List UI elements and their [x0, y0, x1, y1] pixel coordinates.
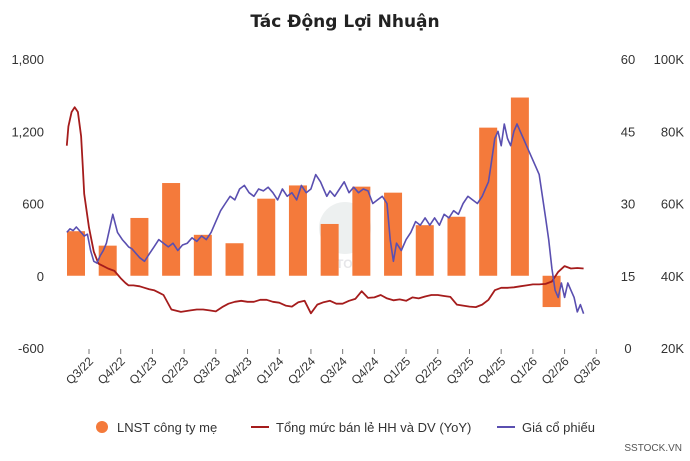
x-tick-label: Q2/25 [412, 354, 445, 387]
bar-lnst [67, 231, 85, 276]
y-axis-left: 1,800 1,200 600 0 -600 [11, 52, 44, 356]
y-left-tick-label: 1,200 [11, 124, 44, 139]
brand-label: SSTOCK.VN [624, 443, 682, 454]
y-left-tick-label: 600 [22, 197, 44, 212]
y-left-tick-label: 0 [37, 269, 44, 284]
x-tick-label: Q2/26 [539, 354, 572, 387]
legend-label: Tổng mức bán lẻ HH và DV (YoY) [276, 420, 471, 435]
y-right-tick-label: 80K [661, 124, 684, 139]
lines-layer [65, 106, 585, 315]
bar-lnst [225, 243, 244, 276]
legend: LNST công ty mẹ Tổng mức bán lẻ HH và DV … [96, 420, 595, 435]
x-tick-label: Q2/23 [158, 354, 191, 387]
y-left-tick-label: 1,800 [11, 52, 44, 67]
x-tick-label: Q1/24 [253, 354, 286, 387]
x-tick-label: Q4/25 [475, 354, 508, 387]
y-right-tick-label: 40K [661, 269, 684, 284]
x-tick-label: Q1/25 [380, 354, 413, 387]
legend-swatch-bar [96, 421, 108, 433]
bar-lnst [320, 223, 339, 276]
x-tick-label: Q1/23 [127, 354, 160, 387]
y-right-tick-label: 20K [661, 341, 684, 356]
bar-lnst [510, 97, 529, 276]
chart-title: Tác Động Lợi Nhuận [250, 12, 439, 32]
y-right-tick-label: 60K [661, 197, 684, 212]
x-tick-label: Q3/22 [63, 354, 96, 387]
line-retail-yoy [65, 106, 584, 315]
x-tick-label: Q4/24 [348, 354, 381, 387]
y-axis-mid: 60 45 30 15 0 [621, 52, 635, 356]
bar-lnst [479, 127, 498, 276]
bar-lnst [193, 234, 212, 276]
x-axis: Q3/22Q4/22Q1/23Q2/23Q3/23Q4/23Q1/24Q2/24… [63, 349, 604, 387]
y-mid-tick-label: 15 [621, 269, 635, 284]
line-stock-price [66, 123, 585, 314]
bar-lnst [162, 183, 181, 276]
y-mid-tick-label: 30 [621, 197, 635, 212]
x-tick-label: Q1/26 [507, 354, 540, 387]
y-axis-right: 100K 80K 60K 40K 20K [654, 52, 685, 356]
bar-lnst [447, 216, 466, 276]
legend-label: Giá cổ phiếu [522, 420, 595, 435]
y-mid-tick-label: 60 [621, 52, 635, 67]
x-tick-label: Q3/25 [444, 354, 477, 387]
bar-lnst [352, 186, 371, 276]
bar-lnst [288, 185, 307, 276]
x-tick-label: Q2/24 [285, 354, 318, 387]
x-tick-label: Q3/26 [570, 354, 603, 387]
bar-lnst [257, 198, 276, 276]
x-tick-label: Q3/24 [317, 354, 350, 387]
bar-lnst [130, 217, 149, 276]
y-mid-tick-label: 0 [624, 341, 631, 356]
x-tick-label: Q4/23 [222, 354, 255, 387]
y-mid-tick-label: 45 [621, 124, 635, 139]
bar-lnst [415, 225, 434, 276]
legend-label: LNST công ty mẹ [117, 420, 217, 435]
y-right-tick-label: 100K [654, 52, 685, 67]
y-left-tick-label: -600 [18, 341, 44, 356]
bars-layer [67, 97, 561, 308]
x-tick-label: Q3/23 [190, 354, 223, 387]
x-tick-label: Q4/22 [95, 354, 128, 387]
bar-lnst [98, 245, 117, 276]
